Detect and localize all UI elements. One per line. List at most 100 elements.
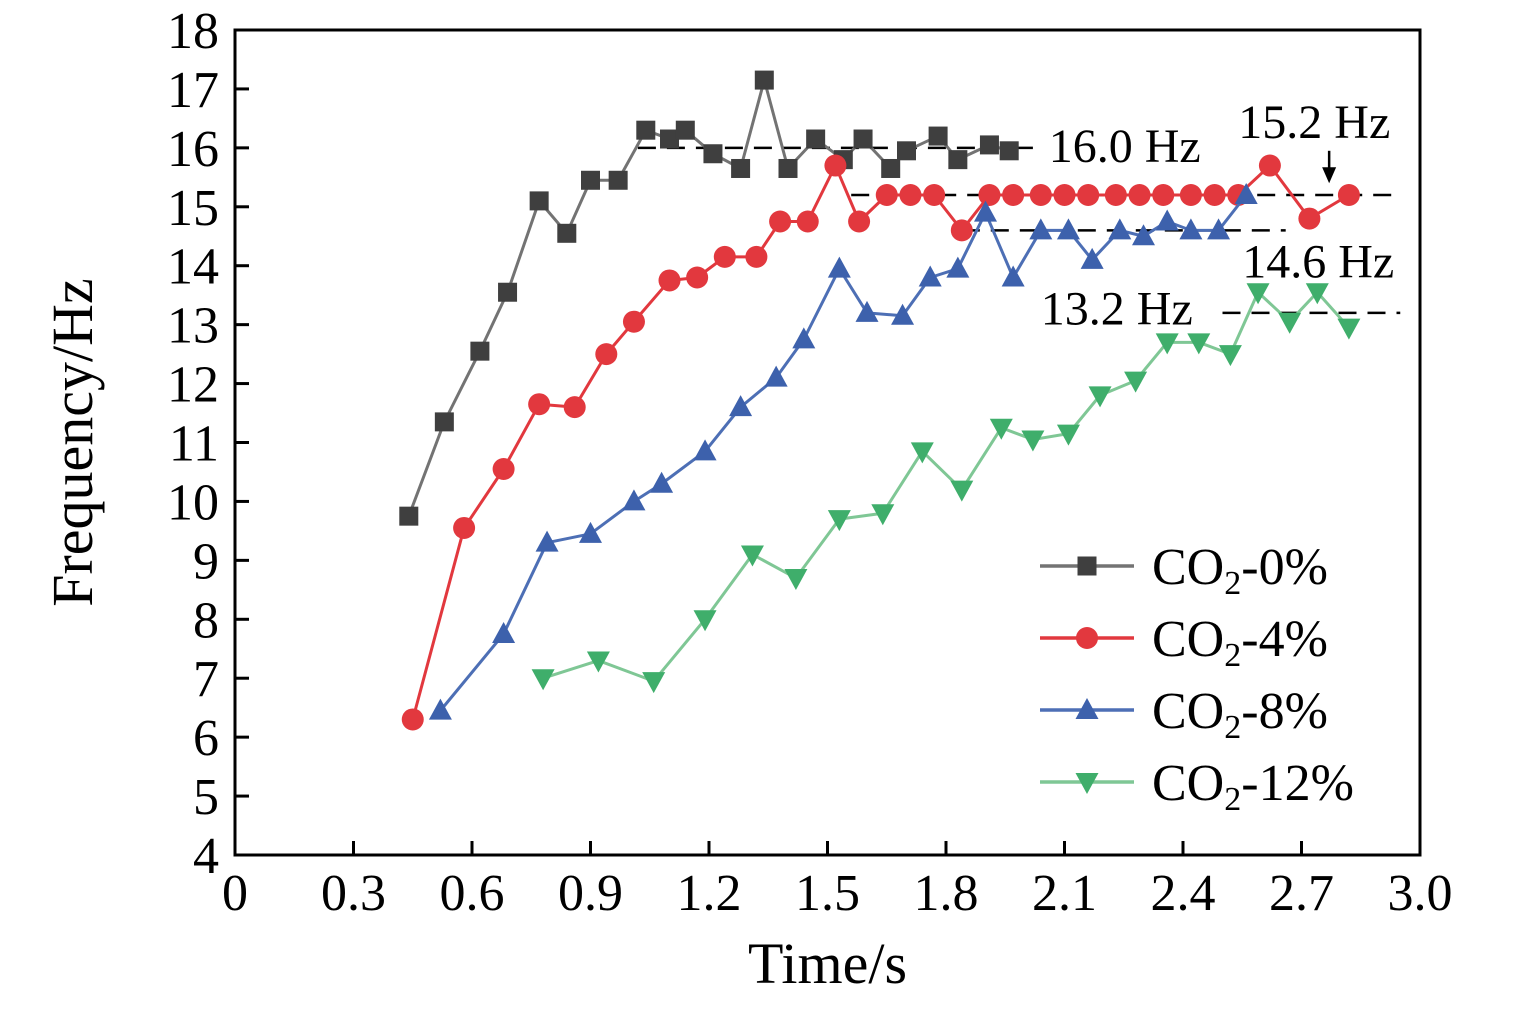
x-tick-label: 0.3 — [321, 865, 386, 922]
square-marker-icon — [557, 223, 577, 243]
triangle-up-marker-icon — [492, 622, 516, 644]
triangle-down-marker-icon — [1155, 333, 1179, 355]
square-marker-icon — [948, 150, 968, 170]
square-marker-icon — [675, 120, 695, 140]
legend-label: CO2-8% — [1152, 683, 1328, 746]
series-co2-0 — [399, 70, 1019, 526]
circle-marker-icon — [923, 184, 946, 206]
triangle-up-marker-icon — [827, 256, 851, 278]
annotation-14-6-hz: 14.6 Hz — [1242, 236, 1394, 289]
triangle-up-marker-icon — [1179, 218, 1203, 240]
square-marker-icon — [928, 126, 948, 146]
square-marker-icon — [778, 158, 798, 178]
square-marker-icon — [529, 191, 549, 211]
y-tick-label: 14 — [167, 239, 219, 296]
triangle-down-marker-icon — [1278, 312, 1302, 334]
square-marker-icon — [754, 70, 774, 90]
triangle-up-marker-icon — [1080, 247, 1104, 269]
annotation-13-2-hz: 13.2 Hz — [1041, 283, 1193, 336]
triangle-up-marker-icon — [1108, 218, 1132, 240]
series-co2-12 — [531, 283, 1361, 694]
circle-marker-icon — [401, 708, 424, 731]
square-marker-icon — [498, 282, 518, 302]
circle-marker-icon — [1203, 184, 1226, 206]
triangle-down-marker-icon — [531, 669, 555, 691]
circle-marker-icon — [1128, 184, 1151, 206]
triangle-down-marker-icon — [827, 510, 851, 532]
x-axis: 0 0.3 0.6 0.9 1.2 1.5 1.8 2.1 2.4 2.7 3.0 Time/s — [222, 841, 1453, 996]
triangle-up-marker-icon — [1075, 698, 1099, 719]
annotation-text: 16.0 Hz — [1049, 120, 1201, 173]
series-line — [542, 290, 1351, 683]
triangle-up-marker-icon — [855, 300, 879, 322]
x-tick-label: 2.4 — [1151, 865, 1216, 922]
y-tick-label: 4 — [193, 828, 219, 885]
circle-marker-icon — [875, 184, 898, 206]
y-tick-label: 8 — [193, 592, 219, 649]
triangle-up-marker-icon — [622, 489, 646, 511]
circle-marker-icon — [745, 245, 768, 268]
x-tick-label: 0.6 — [440, 865, 505, 922]
circle-marker-icon — [950, 219, 973, 242]
x-tick-label: 0.9 — [558, 865, 623, 922]
triangle-up-marker-icon — [535, 530, 559, 552]
circle-marker-icon — [769, 210, 792, 233]
triangle-up-marker-icon — [1001, 265, 1025, 287]
annotation-text: 15.2 Hz — [1238, 96, 1390, 149]
square-marker-icon — [806, 129, 826, 149]
triangle-up-marker-icon — [1056, 218, 1080, 240]
circle-marker-icon — [563, 396, 586, 419]
annotation-16-0-hz: 16.0 Hz — [1049, 120, 1201, 173]
square-marker-icon — [636, 120, 656, 140]
square-marker-icon — [399, 506, 419, 526]
triangle-down-marker-icon — [586, 651, 610, 673]
y-tick-label: 11 — [169, 416, 219, 473]
annotation-text: 13.2 Hz — [1041, 283, 1193, 336]
triangle-up-marker-icon — [946, 256, 970, 278]
circle-marker-icon — [658, 269, 681, 292]
circle-marker-icon — [492, 458, 515, 481]
circle-marker-icon — [1152, 184, 1175, 206]
triangle-down-marker-icon — [1337, 318, 1361, 340]
triangle-up-marker-icon — [1029, 218, 1053, 240]
triangle-up-marker-icon — [764, 365, 788, 387]
circle-marker-icon — [1104, 184, 1127, 206]
triangle-down-marker-icon — [910, 442, 934, 464]
triangle-down-marker-icon — [693, 610, 717, 632]
y-tick-label: 9 — [193, 533, 219, 590]
triangle-down-marker-icon — [1075, 773, 1099, 794]
legend-item-co2-0: CO2-0% — [1040, 539, 1328, 602]
circle-marker-icon — [824, 154, 847, 177]
circle-marker-icon — [595, 343, 618, 366]
circle-marker-icon — [978, 184, 1001, 206]
series-co2-4 — [401, 154, 1360, 731]
circle-marker-icon — [1258, 154, 1281, 177]
y-tick-label: 6 — [193, 710, 219, 767]
triangle-down-marker-icon — [1187, 333, 1211, 355]
legend-item-co2-8: CO2-8% — [1040, 683, 1328, 746]
square-marker-icon — [470, 341, 490, 361]
square-marker-icon — [853, 129, 873, 149]
annotation-15-2-hz: 15.2 Hz — [1238, 96, 1390, 184]
triangle-up-marker-icon — [891, 303, 915, 325]
circle-marker-icon — [622, 310, 645, 333]
square-marker-icon — [608, 170, 628, 190]
triangle-up-marker-icon — [1234, 183, 1258, 204]
circle-marker-icon — [686, 266, 709, 289]
y-tick-label: 5 — [193, 769, 219, 826]
y-tick-label: 13 — [167, 298, 219, 355]
triangle-up-marker-icon — [650, 471, 674, 493]
square-marker-icon — [660, 129, 679, 149]
x-tick-label: 1.5 — [795, 865, 860, 922]
triangle-up-marker-icon — [1132, 224, 1155, 246]
x-tick-label: 2.7 — [1269, 865, 1334, 922]
triangle-down-marker-icon — [950, 480, 974, 502]
y-axis-title: Frequency/Hz — [40, 278, 105, 607]
square-marker-icon — [897, 141, 916, 161]
triangle-up-marker-icon — [918, 265, 942, 287]
annotation-text: 14.6 Hz — [1242, 236, 1394, 289]
x-axis-title: Time/s — [748, 931, 907, 996]
triangle-down-marker-icon — [1124, 371, 1148, 393]
triangle-up-marker-icon — [693, 439, 717, 461]
